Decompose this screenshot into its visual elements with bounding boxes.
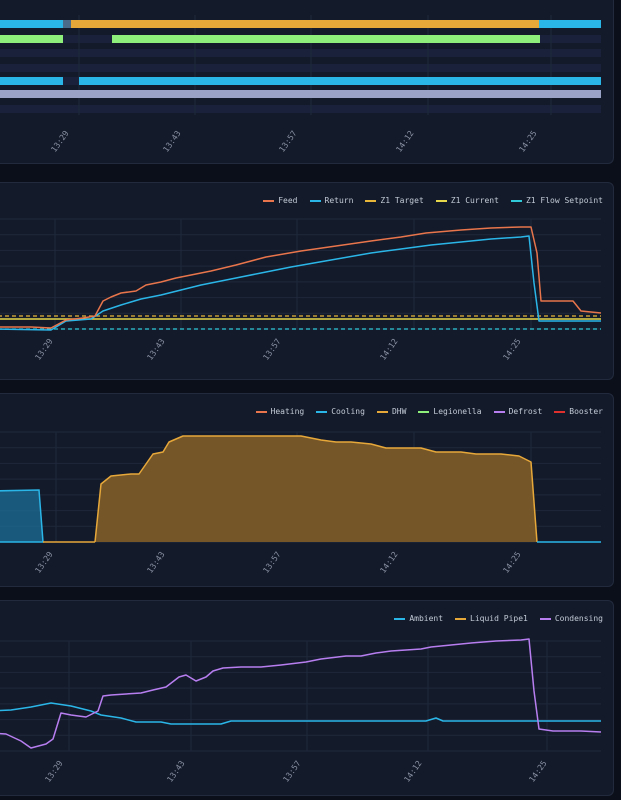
timeline-bar bbox=[112, 35, 540, 43]
x-tick-label: 14:25 bbox=[501, 337, 522, 362]
timeline-track bbox=[0, 49, 601, 57]
legend-label: Liquid Pipe1 bbox=[470, 614, 528, 623]
legend-swatch bbox=[493, 410, 505, 413]
x-tick-label: 13:57 bbox=[281, 759, 302, 784]
refrigerant-legend: Ambient Liquid Pipe1 Condensing bbox=[394, 614, 603, 623]
legend-item[interactable]: Condensing bbox=[539, 614, 603, 623]
legend-swatch bbox=[418, 410, 430, 413]
legend-item[interactable]: Heating bbox=[255, 407, 305, 416]
legend-label: Heating bbox=[270, 407, 305, 416]
legend-swatch bbox=[376, 410, 388, 413]
timeline-bar bbox=[79, 77, 601, 85]
timeline-bar bbox=[71, 20, 539, 28]
x-tick-label: 13:57 bbox=[277, 129, 298, 154]
legend-item[interactable]: Liquid Pipe1 bbox=[455, 614, 528, 623]
legend-item[interactable]: Ambient bbox=[394, 614, 443, 623]
x-tick-label: 13:43 bbox=[145, 337, 166, 362]
x-tick-label: 13:29 bbox=[43, 759, 64, 784]
legend-swatch bbox=[263, 199, 275, 202]
refrigerant-chart-panel: 13:29 13:43 13:57 14:12 14:25 Ambient Liquid … bbox=[0, 600, 614, 796]
x-tick-label: 13:57 bbox=[261, 550, 282, 575]
legend-item[interactable]: Feed bbox=[263, 196, 298, 205]
legend-item[interactable]: Defrost bbox=[493, 407, 543, 416]
legend-swatch bbox=[435, 199, 447, 202]
legend-label: Cooling bbox=[331, 407, 365, 416]
legend-item[interactable]: DHW bbox=[376, 407, 407, 416]
x-tick-label: 14:25 bbox=[517, 129, 538, 154]
temperature-chart-panel: 13:29 13:43 13:57 14:12 14:25 Feed Return Z1 T… bbox=[0, 182, 614, 380]
legend-label: Booster bbox=[569, 407, 603, 416]
cooling-mode-area bbox=[0, 489, 44, 543]
x-tick-label: 14:25 bbox=[501, 550, 522, 575]
timeline-bar bbox=[539, 20, 601, 28]
legend-label: Z1 Current bbox=[450, 196, 499, 205]
timeline-bar bbox=[0, 77, 63, 85]
timeline-bar bbox=[0, 35, 63, 43]
legend-label: Defrost bbox=[508, 407, 543, 416]
legend-swatch bbox=[255, 410, 267, 413]
legend-label: Legionella bbox=[433, 407, 482, 416]
x-tick-label: 13:29 bbox=[49, 129, 70, 154]
legend-swatch bbox=[316, 410, 328, 413]
x-tick-label: 14:12 bbox=[378, 550, 399, 575]
x-tick-label: 14:12 bbox=[378, 337, 399, 362]
x-tick-label: 13:57 bbox=[261, 337, 282, 362]
legend-swatch bbox=[510, 199, 522, 202]
legend-swatch bbox=[365, 199, 377, 202]
timeline-track bbox=[0, 105, 601, 113]
x-tick-label: 13:43 bbox=[165, 759, 186, 784]
legend-label: DHW bbox=[391, 407, 407, 416]
temperature-legend: Feed Return Z1 Target Z1 Current Z1 Flow Set… bbox=[263, 196, 603, 205]
legend-item[interactable]: Booster bbox=[554, 407, 603, 416]
dhw-mode-area bbox=[95, 436, 537, 542]
operation-mode-chart: 13:29 13:43 13:57 14:12 14:25 bbox=[0, 431, 601, 575]
x-tick-label: 13:43 bbox=[161, 129, 182, 154]
timeline-bar bbox=[0, 20, 63, 28]
legend-label: Z1 Flow Setpoint bbox=[525, 196, 603, 205]
status-timeline-panel: 13:29 13:43 13:57 14:12 14:25 bbox=[0, 0, 614, 164]
x-tick-label: 14:25 bbox=[527, 759, 548, 784]
legend-item[interactable]: Z1 Flow Setpoint bbox=[510, 196, 603, 205]
legend-label: Condensing bbox=[554, 614, 603, 623]
condensing-temp-series bbox=[0, 638, 602, 749]
legend-label: Z1 Target bbox=[380, 196, 424, 205]
x-tick-label: 13:29 bbox=[33, 337, 54, 362]
legend-item[interactable]: Return bbox=[309, 196, 354, 205]
legend-item[interactable]: Z1 Current bbox=[435, 196, 499, 205]
feed-temp-series bbox=[0, 226, 602, 329]
legend-swatch bbox=[394, 617, 406, 620]
timeline-bar bbox=[0, 90, 601, 98]
timeline-track bbox=[0, 64, 601, 72]
legend-item[interactable]: Legionella bbox=[418, 407, 482, 416]
dhw-mode-series bbox=[94, 435, 538, 543]
legend-label: Feed bbox=[278, 196, 298, 205]
temperature-chart: 13:29 13:43 13:57 14:12 14:25 bbox=[0, 218, 602, 362]
legend-swatch bbox=[455, 617, 467, 620]
x-tick-label: 13:43 bbox=[145, 550, 166, 575]
legend-label: Ambient bbox=[409, 614, 444, 623]
return-temp-series bbox=[0, 235, 601, 331]
x-tick-label: 14:12 bbox=[402, 759, 423, 784]
legend-swatch bbox=[309, 199, 321, 202]
ambient-temp-series bbox=[0, 702, 601, 725]
operation-mode-legend: Heating Cooling DHW Legionella Defrost Booste… bbox=[255, 407, 603, 416]
legend-item[interactable]: Z1 Target bbox=[365, 196, 424, 205]
legend-label: Return bbox=[324, 196, 354, 205]
x-tick-label: 14:12 bbox=[394, 129, 415, 154]
operation-mode-panel: 13:29 13:43 13:57 14:12 14:25 Heating Cooling… bbox=[0, 393, 614, 587]
x-tick-label: 13:29 bbox=[33, 550, 54, 575]
legend-swatch bbox=[554, 410, 566, 413]
timeline-bar bbox=[63, 20, 71, 28]
legend-swatch bbox=[539, 617, 551, 620]
legend-item[interactable]: Cooling bbox=[316, 407, 365, 416]
status-timeline-chart: 13:29 13:43 13:57 14:12 14:25 bbox=[0, 15, 601, 154]
refrigerant-chart: 13:29 13:43 13:57 14:12 14:25 bbox=[0, 638, 602, 784]
